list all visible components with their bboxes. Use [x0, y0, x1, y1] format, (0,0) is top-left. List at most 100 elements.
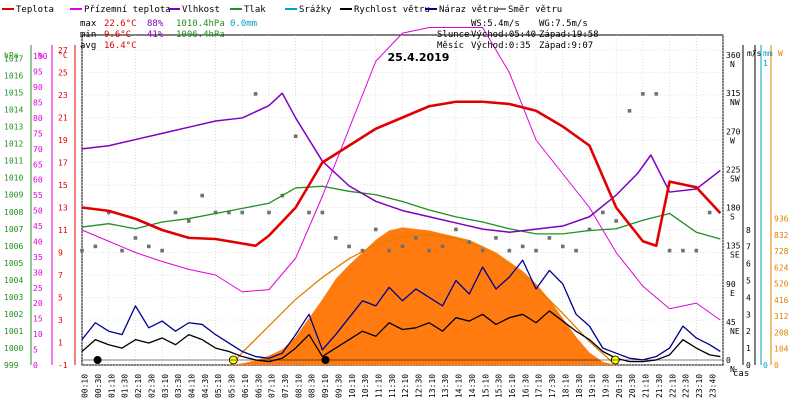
- axis-wm2-tick: 936: [774, 215, 789, 224]
- x-tick-label: 23:40: [708, 374, 717, 398]
- x-tick-label: 16:30: [521, 374, 530, 398]
- axis-mm-tick: 0: [763, 361, 768, 370]
- axis-hpa-tick: 1013: [4, 123, 23, 132]
- x-tick-label: 23:10: [695, 374, 704, 398]
- axis-dir-unit: °: [752, 49, 757, 58]
- series-wind-direction-point: [387, 248, 391, 253]
- x-tick-label: 07:10: [268, 374, 277, 398]
- x-tick-label: 14:10: [455, 374, 464, 398]
- axis-hpa-tick: 1002: [4, 310, 23, 319]
- axis-hpa-tick: 1004: [4, 276, 23, 285]
- x-tick-label: 17:10: [535, 374, 544, 398]
- x-tick-label: 15:30: [495, 374, 504, 398]
- series-wind-direction-point: [654, 92, 659, 96]
- stat-min-press: 1006.4hPa: [176, 30, 225, 40]
- legend-label-temp: Teplota: [16, 5, 54, 15]
- series-wind-direction-point: [414, 236, 418, 240]
- series-wind-direction-point: [560, 244, 565, 249]
- axis-dir-compass: NW: [730, 98, 740, 107]
- axis-wm2-tick: 312: [774, 312, 789, 321]
- axis-wm2-tick: 624: [774, 263, 789, 272]
- x-tick-label: 05:10: [214, 374, 223, 398]
- stat-avg-temp: 16.4°C: [104, 41, 137, 51]
- series-wind-direction-point: [587, 227, 592, 232]
- stat-max-label: max: [80, 19, 97, 29]
- x-tick-label: 12:30: [415, 374, 424, 398]
- series-wind-direction-point: [694, 248, 699, 253]
- axis-pct-tick: 15: [33, 315, 43, 324]
- x-tick-label: 18:10: [561, 374, 570, 398]
- series-ground-temp-line: [81, 27, 721, 321]
- series-wind-direction-point: [93, 244, 98, 249]
- series-wind-direction-point: [667, 248, 672, 253]
- x-tick-label: 06:30: [254, 374, 263, 398]
- axis-dir-tick: 45: [726, 318, 736, 327]
- x-tick-label: 01:30: [121, 374, 130, 398]
- axis-ms-tick: 3: [746, 310, 751, 319]
- moon-rise: Východ:0:35: [471, 41, 531, 51]
- x-tick-label: 22:30: [682, 374, 691, 398]
- x-tick-label: 11:10: [374, 374, 383, 398]
- stat-max-hum: 88%: [147, 19, 164, 29]
- x-tick-label: 18:30: [575, 374, 584, 398]
- sun-set: Západ:19:58: [539, 30, 599, 40]
- axis-pct-tick: 65: [33, 160, 43, 169]
- series-gust-line: [81, 259, 721, 361]
- axis-dir-compass: W: [730, 136, 735, 145]
- stat-max-rain: 0.0mm: [230, 19, 257, 29]
- axis-degc-tick: 23: [58, 91, 68, 100]
- axis-dir-tick: 315: [726, 89, 741, 98]
- x-tick-label: 10:10: [348, 374, 357, 398]
- axis-hpa-tick: 1001: [4, 327, 23, 336]
- series-wind-direction-point: [267, 210, 271, 215]
- axis-dir-compass: NE: [730, 327, 740, 336]
- axis-hpa-unit: hPa: [4, 51, 19, 60]
- sun-label: Slunce: [437, 30, 470, 40]
- x-tick-label: 00:10: [81, 374, 90, 398]
- axis-degc-tick: 21: [58, 114, 68, 123]
- axis-degc-tick: 9: [58, 249, 63, 258]
- axis-hpa-tick: 1006: [4, 242, 23, 251]
- axis-wm2-tick: 416: [774, 296, 789, 305]
- legend-label-wind: Rychlost větru: [354, 5, 430, 15]
- stat-min-hum: 41%: [147, 30, 164, 40]
- axis-pct-tick: 35: [33, 253, 43, 262]
- axis-ms-tick: 5: [746, 277, 751, 286]
- axis-pct-tick: 75: [33, 129, 43, 138]
- series-wind-direction-point: [227, 210, 231, 215]
- axis-wm2-tick: 104: [774, 345, 789, 354]
- axis-pct-tick: 0: [33, 361, 38, 370]
- wind-wg: WG:7.5m/s: [539, 19, 588, 29]
- series-wind-direction-point: [601, 210, 605, 215]
- stat-max-temp: 22.6°C: [104, 19, 137, 29]
- axis-pct-tick: 80: [33, 114, 43, 123]
- series-wind-direction-point: [480, 248, 485, 253]
- axis-pct-tick: 40: [33, 237, 43, 246]
- stat-max-press: 1010.4hPa: [176, 19, 225, 29]
- series-wind-direction-point: [160, 248, 164, 253]
- axis-mm-tick: 1: [763, 59, 768, 68]
- axis-wm2-tick: 208: [774, 328, 789, 337]
- legend-label-gust: Náraz větru: [439, 5, 499, 15]
- series-wind-direction-point: [133, 236, 138, 240]
- x-tick-label: 14:30: [468, 374, 477, 398]
- series-wind-direction-point: [240, 210, 245, 215]
- axis-degc-tick: 11: [58, 226, 68, 235]
- series-wind-direction-point: [534, 248, 538, 253]
- axis-degc-tick: 3: [58, 316, 63, 325]
- series-wind-direction-point: [494, 236, 498, 240]
- x-tick-label: 17:30: [548, 374, 557, 398]
- axis-degc-tick: 19: [58, 136, 68, 145]
- x-tick-label: 12:10: [401, 374, 410, 398]
- series-wind-direction-point: [200, 193, 204, 198]
- series-wind-direction-point: [307, 210, 311, 215]
- series-solar-area: [82, 227, 723, 365]
- moon-set: Západ:9:07: [539, 41, 593, 51]
- axis-hpa-tick: 1003: [4, 293, 23, 302]
- axis-ms-tick: 2: [746, 327, 751, 336]
- series-wind-direction-point: [360, 248, 365, 253]
- axis-pct-tick: 60: [33, 176, 43, 185]
- axis-hpa-tick: 1007: [4, 225, 23, 234]
- series-wind-direction-point: [106, 210, 111, 215]
- x-tick-label: 22:10: [668, 374, 677, 398]
